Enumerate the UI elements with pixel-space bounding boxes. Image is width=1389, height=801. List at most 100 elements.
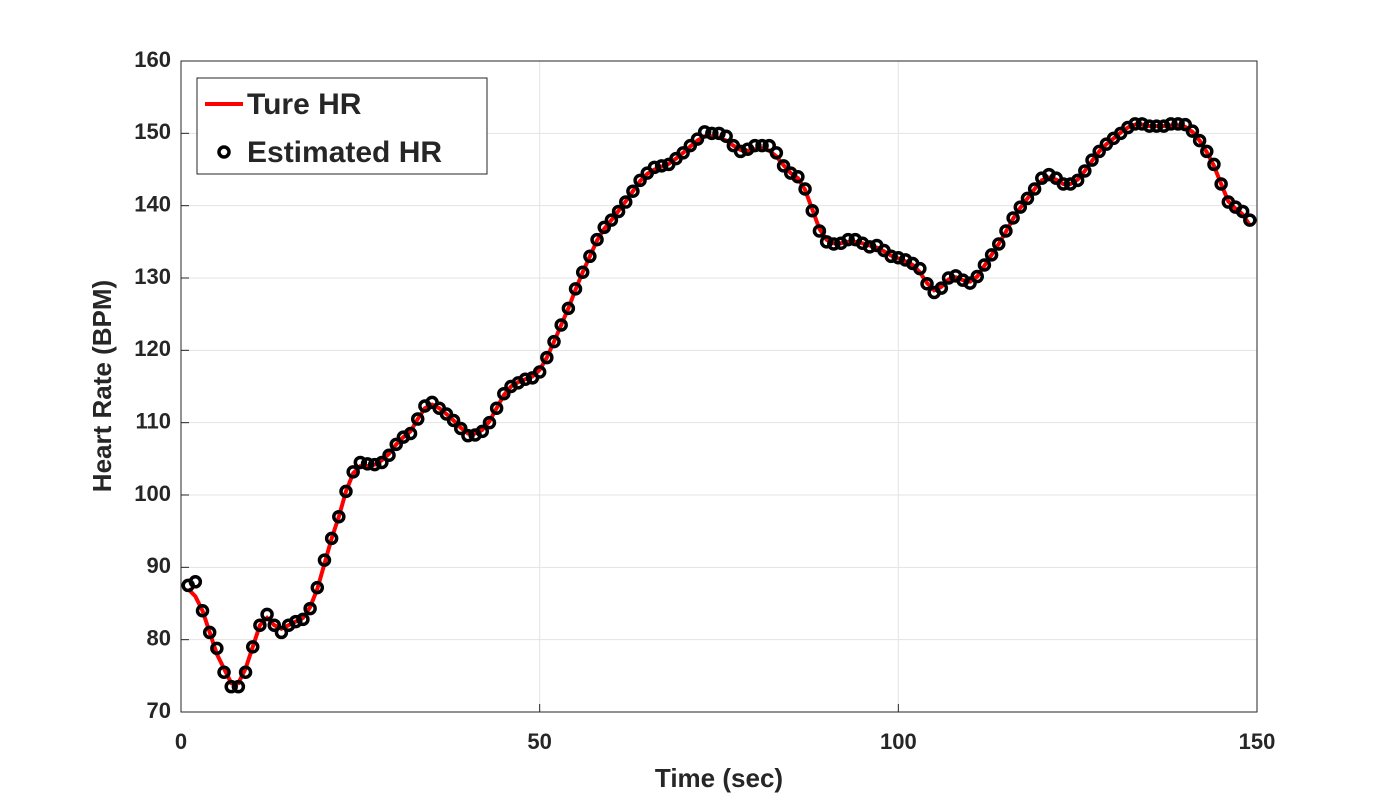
y-tick-label: 160: [134, 47, 171, 72]
marker: [798, 182, 812, 196]
marker: [597, 220, 611, 235]
marker: [590, 232, 604, 247]
marker: [245, 640, 260, 654]
marker: [554, 318, 568, 332]
marker: [518, 372, 533, 387]
marker: [224, 679, 238, 694]
marker: [547, 334, 561, 349]
y-tick-label: 70: [147, 698, 171, 723]
marker: [841, 232, 855, 247]
legend-box: [196, 77, 488, 175]
legend-swatch: [217, 145, 231, 159]
marker: [389, 437, 403, 452]
marker: [274, 625, 289, 640]
marker: [762, 138, 776, 153]
legend-label: Estimated HR: [247, 136, 442, 169]
y-tick-label: 120: [134, 336, 171, 361]
marker: [1149, 119, 1164, 133]
marker: [654, 159, 669, 173]
marker: [1020, 191, 1035, 206]
marker: [296, 612, 310, 627]
marker: [439, 407, 454, 421]
marker: [210, 641, 224, 656]
marker: [719, 129, 733, 143]
marker: [647, 160, 662, 175]
marker: [733, 144, 748, 159]
axes-box: [180, 60, 1258, 713]
marker: [1006, 211, 1020, 225]
y-tick-label: 90: [147, 553, 171, 578]
y-axis-label: Heart Rate (BPM): [87, 280, 117, 492]
marker: [690, 132, 705, 146]
marker: [375, 455, 389, 470]
marker: [819, 235, 834, 249]
marker: [992, 237, 1006, 251]
marker: [862, 240, 877, 254]
marker: [202, 625, 217, 640]
y-tick-label: 130: [134, 264, 171, 289]
marker: [1156, 119, 1171, 133]
marker: [805, 203, 820, 218]
marker: [575, 265, 590, 279]
marker: [697, 125, 712, 139]
marker: [769, 146, 784, 160]
marker: [618, 195, 633, 209]
marker: [461, 428, 475, 443]
marker: [231, 679, 246, 694]
marker: [1192, 133, 1207, 148]
marker: [1070, 173, 1085, 188]
marker: [540, 350, 554, 365]
marker: [755, 138, 769, 153]
marker: [260, 607, 274, 622]
y-tick-label: 110: [136, 408, 172, 433]
marker: [626, 184, 640, 198]
marker: [676, 146, 690, 160]
marker: [367, 457, 382, 472]
marker: [891, 250, 906, 265]
marker: [1171, 117, 1185, 131]
marker: [970, 269, 984, 284]
marker: [475, 424, 490, 439]
marker: [1128, 117, 1142, 131]
marker: [403, 426, 418, 441]
marker: [984, 248, 999, 262]
marker: [332, 509, 346, 524]
marker: [977, 258, 992, 272]
marker: [920, 277, 934, 291]
marker: [611, 204, 626, 219]
marker: [324, 531, 339, 546]
marker: [289, 614, 303, 629]
marker: [1214, 177, 1228, 191]
x-tick-label: 150: [1239, 729, 1276, 754]
marker: [1078, 164, 1092, 178]
marker: [812, 224, 827, 238]
marker: [1092, 144, 1106, 159]
marker: [568, 282, 583, 296]
marker: [884, 249, 898, 264]
marker: [705, 126, 719, 141]
marker: [963, 276, 977, 290]
marker: [1243, 213, 1257, 227]
y-tick-label: 80: [147, 625, 171, 650]
marker: [217, 665, 231, 679]
marker: [934, 281, 949, 295]
legend-label: Ture HR: [247, 88, 362, 121]
marker: [1013, 200, 1028, 214]
marker: [1135, 117, 1149, 131]
marker: [454, 421, 468, 436]
marker: [683, 138, 698, 153]
marker: [317, 553, 332, 567]
marker: [1235, 204, 1250, 219]
x-tick-label: 100: [880, 729, 917, 754]
marker: [791, 169, 805, 184]
marker: [410, 412, 425, 426]
marker: [1185, 124, 1200, 138]
marker: [346, 465, 360, 479]
marker: [482, 415, 497, 430]
x-tick-label: 0: [175, 729, 187, 754]
marker: [253, 618, 267, 632]
marker: [1056, 177, 1071, 191]
marker: [748, 138, 762, 153]
marker: [382, 448, 396, 462]
